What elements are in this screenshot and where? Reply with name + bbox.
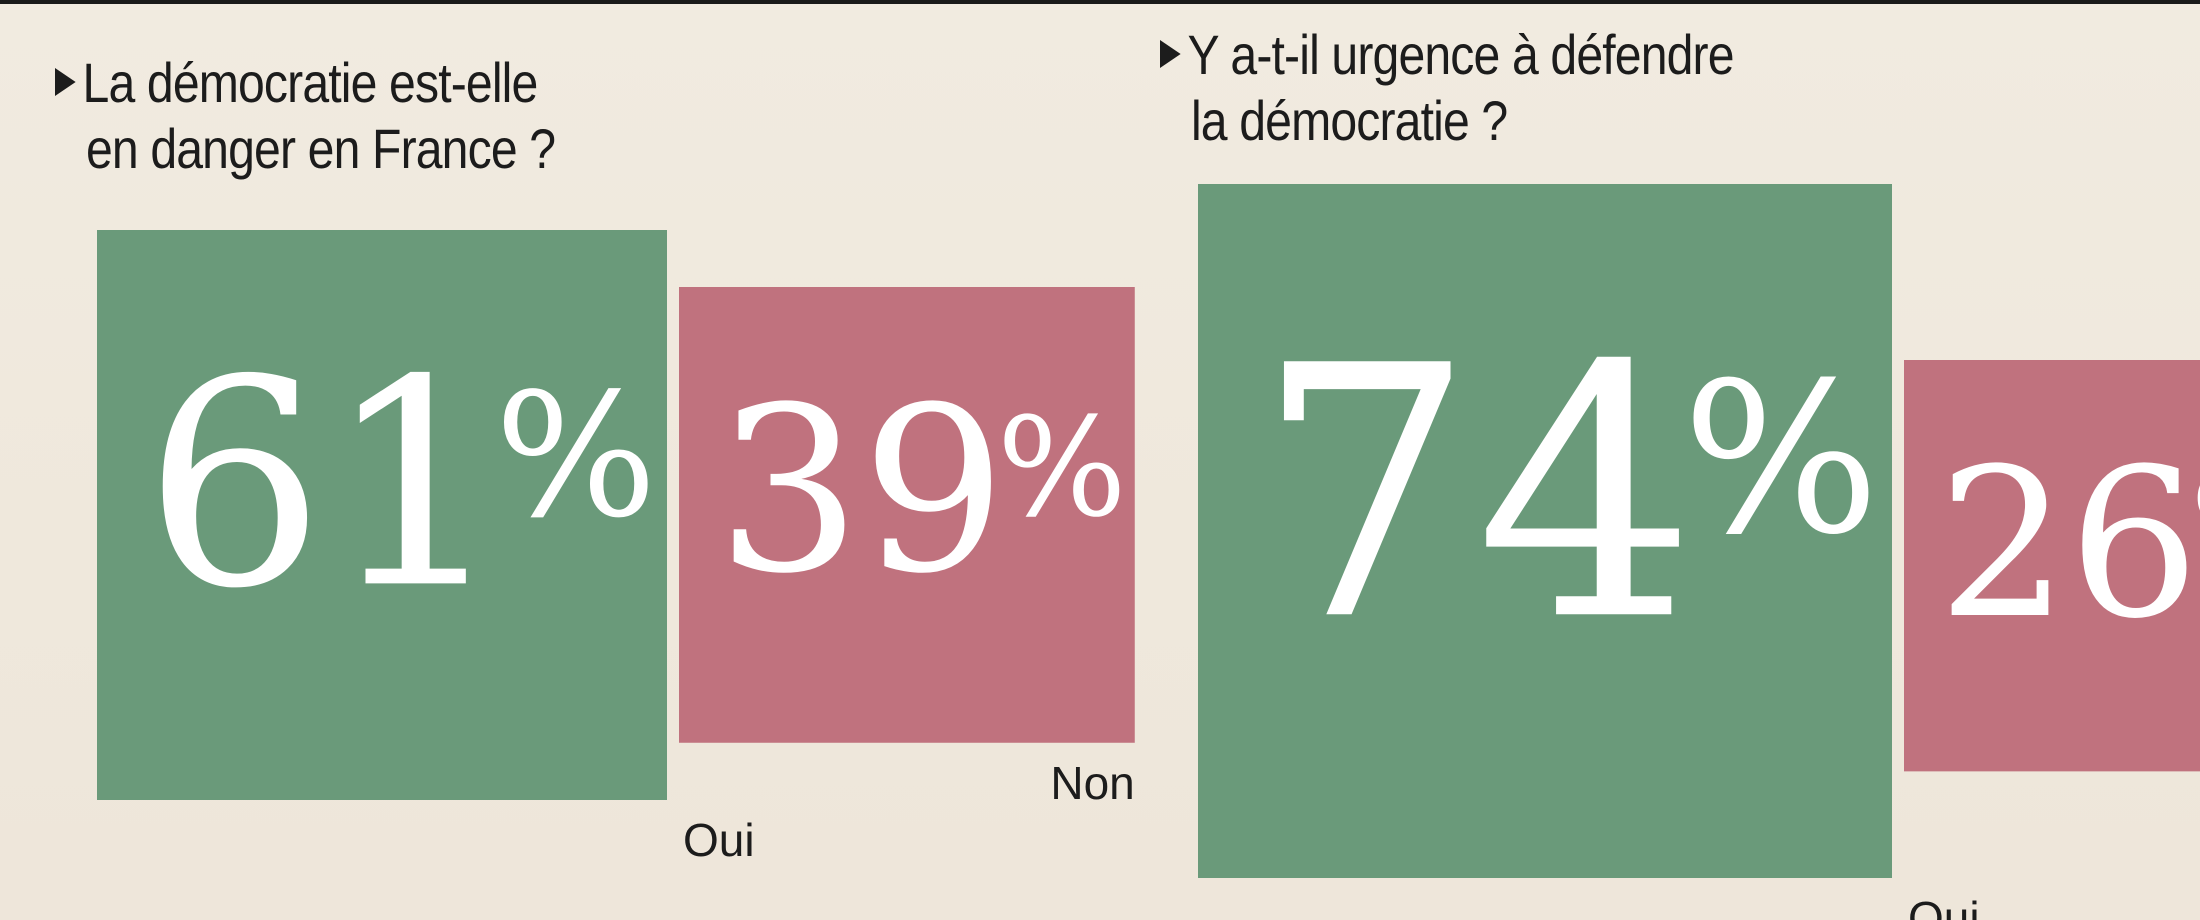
chart-1-oui-category-label: Oui: [683, 814, 755, 866]
chart-1-oui-square: [97, 230, 667, 800]
chart-2-non-value-label: 26: [1938, 424, 2200, 664]
chart-2-title: Y a-t-il urgence à défendre la démocrati…: [1160, 22, 1735, 154]
chart-1-title: La démocratie est-elle en danger en Fran…: [55, 50, 556, 182]
top-rule: [0, 0, 2200, 4]
chart-2-title-line-2: la démocratie ?: [1190, 89, 1508, 152]
chart-1-title-line-2: en danger en France ?: [85, 117, 556, 180]
triangle-bullet-icon: [55, 68, 76, 96]
chart-1-oui-value-label: 61: [144, 319, 507, 651]
chart-2-oui-mark: 74% Oui: [1198, 184, 1980, 920]
chart-1-non-category-label: Non: [1050, 757, 1134, 809]
chart-1-title-line-1: La démocratie est-elle: [82, 51, 539, 114]
chart-1-oui-percent-sign: %: [495, 357, 657, 556]
chart-2-non-square: [1904, 360, 2200, 772]
chart-1-non-percent-sign: %: [997, 389, 1127, 548]
triangle-bullet-icon: [1160, 40, 1181, 68]
chart-1-non-value-label: 39: [716, 358, 1006, 624]
chart-1-non-mark: 39% Non: [679, 287, 1135, 809]
chart-2-non-percent-sign: %: [2191, 452, 2200, 596]
chart-1-non-square: [679, 287, 1135, 743]
chart-2-non-mark: 26%Non: [1904, 360, 2200, 772]
chart-2-oui-category-label: Oui: [1908, 892, 1980, 920]
chart-2-title-line-1: Y a-t-il urgence à défendre: [1187, 23, 1735, 86]
chart-2-oui-percent-sign: %: [1682, 339, 1880, 581]
chart-2-oui-square: [1198, 184, 1892, 878]
chart-2-oui-value-label: 74: [1255, 292, 1697, 696]
chart-1-oui-mark: 61% Oui: [97, 230, 755, 866]
